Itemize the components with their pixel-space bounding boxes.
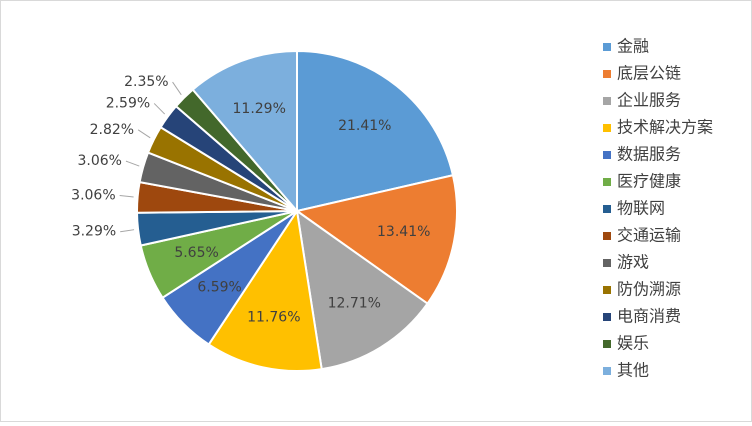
data-label: 3.06% xyxy=(71,187,115,203)
data-label: 6.59% xyxy=(197,279,241,295)
pie-slice xyxy=(191,49,298,214)
pie-slice xyxy=(295,208,429,371)
legend-swatch xyxy=(603,43,611,51)
legend-swatch xyxy=(603,259,611,267)
legend-label: 其他 xyxy=(617,361,649,380)
legend-swatch xyxy=(603,340,611,348)
legend-label: 企业服务 xyxy=(617,91,681,110)
legend-label: 底层公链 xyxy=(617,64,681,83)
legend-label: 防伪溯源 xyxy=(617,280,681,299)
data-label: 11.29% xyxy=(233,101,286,117)
legend-swatch xyxy=(603,97,611,105)
leader-line xyxy=(153,103,166,115)
data-label: 11.76% xyxy=(247,309,300,325)
legend-label: 数据服务 xyxy=(617,145,681,164)
data-label: 2.35% xyxy=(124,74,168,90)
legend-swatch xyxy=(603,313,611,321)
legend-label: 医疗健康 xyxy=(617,172,681,191)
data-label: 2.59% xyxy=(106,95,150,111)
legend-swatch xyxy=(603,205,611,213)
legend-label: 物联网 xyxy=(617,199,665,218)
data-label: 21.41% xyxy=(338,118,391,134)
legend-swatch xyxy=(603,232,611,240)
legend-swatch xyxy=(603,286,611,294)
data-label: 2.82% xyxy=(90,122,134,138)
leader-line xyxy=(172,81,182,96)
leader-line xyxy=(119,194,134,198)
data-label: 3.29% xyxy=(72,224,116,240)
leader-line xyxy=(137,129,151,139)
data-label: 5.65% xyxy=(174,245,218,261)
legend-label: 游戏 xyxy=(617,253,649,272)
pie-slice xyxy=(207,208,323,372)
legend-label: 交通运输 xyxy=(617,226,681,245)
leader-line xyxy=(120,229,135,233)
data-label: 12.71% xyxy=(328,296,381,312)
data-label: 13.41% xyxy=(377,224,430,240)
legend-label: 金融 xyxy=(617,37,649,56)
legend-label: 技术解决方案 xyxy=(617,118,713,137)
pie-slice xyxy=(296,49,455,213)
legend-label: 电商消费 xyxy=(617,307,681,326)
legend-label: 娱乐 xyxy=(617,334,649,353)
data-label: 3.06% xyxy=(77,153,121,169)
pie-slice xyxy=(294,174,458,305)
legend-swatch xyxy=(603,151,611,159)
legend-swatch xyxy=(603,70,611,78)
legend-swatch xyxy=(603,178,611,186)
leader-line xyxy=(125,160,140,167)
legend-swatch xyxy=(603,124,611,132)
legend-swatch xyxy=(603,367,611,375)
